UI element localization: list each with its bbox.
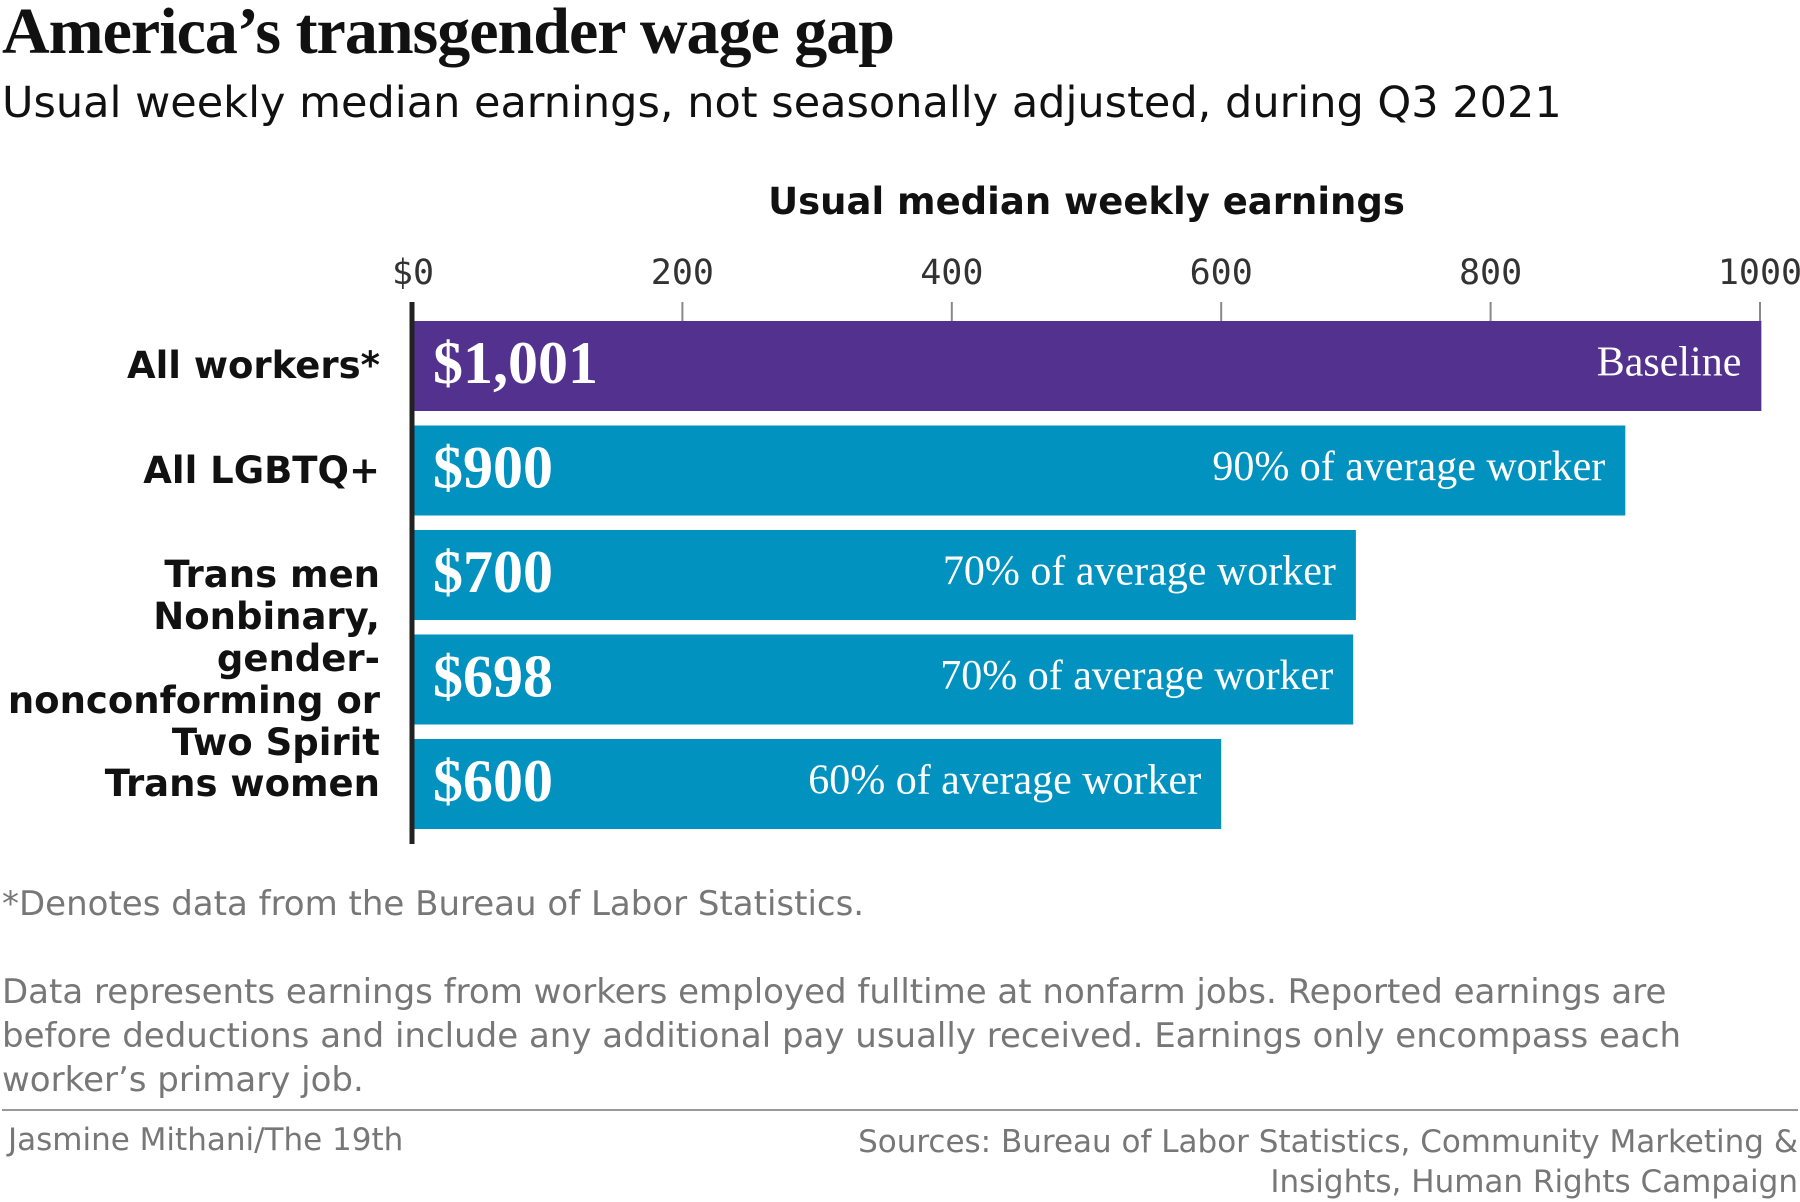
- value-label: $700: [433, 539, 553, 605]
- bar: [413, 739, 1222, 829]
- x-tick-label: 1000: [1718, 253, 1800, 293]
- bar-annotation: 90% of average worker: [1212, 444, 1605, 490]
- y-tick-label: Nonbinary, gender-nonconforming or Two S…: [7, 594, 380, 764]
- note: Data represents earnings from workers em…: [2, 972, 1681, 1100]
- x-axis-title: Usual median weekly earnings: [768, 180, 1405, 223]
- value-label: $698: [433, 643, 553, 709]
- x-tick-label: 800: [1459, 253, 1522, 293]
- y-tick-label: All LGBTQ+: [143, 448, 380, 492]
- x-tick-label: 600: [1190, 253, 1253, 293]
- divider: [2, 1109, 1798, 1111]
- bar: [413, 634, 1354, 725]
- bar-annotation: Baseline: [1597, 340, 1742, 386]
- credit: Jasmine Mithani/The 19th: [8, 1122, 404, 1158]
- bar-annotation: 70% of average worker: [943, 549, 1336, 595]
- value-label: $900: [433, 434, 553, 500]
- bar: [413, 425, 1626, 516]
- bar-annotation: 60% of average worker: [808, 758, 1201, 804]
- chart-title: America’s transgender wage gap: [2, 0, 895, 68]
- chart-subtitle: Usual weekly median earnings, not season…: [2, 78, 1562, 128]
- x-tick-label: 200: [651, 253, 714, 293]
- x-tick-label: $0: [392, 253, 434, 293]
- value-label: $600: [433, 748, 553, 814]
- source: Sources: Bureau of Labor Statistics, Com…: [858, 1124, 1798, 1200]
- y-tick-label: Trans men: [164, 553, 380, 596]
- value-label: $1,001: [433, 330, 598, 396]
- bar-annotation: 70% of average worker: [940, 653, 1333, 699]
- y-tick-label: All workers*: [126, 344, 380, 387]
- bar: [413, 530, 1356, 620]
- chart: $0 200 400 600 800 1000 $1,001 Baseline $900 90% …: [392, 253, 1800, 844]
- y-tick-label: Trans women: [104, 762, 380, 805]
- x-tick-label: 400: [920, 253, 983, 293]
- footnote: *Denotes data from the Bureau of Labor S…: [2, 884, 865, 924]
- bar: [413, 321, 1762, 411]
